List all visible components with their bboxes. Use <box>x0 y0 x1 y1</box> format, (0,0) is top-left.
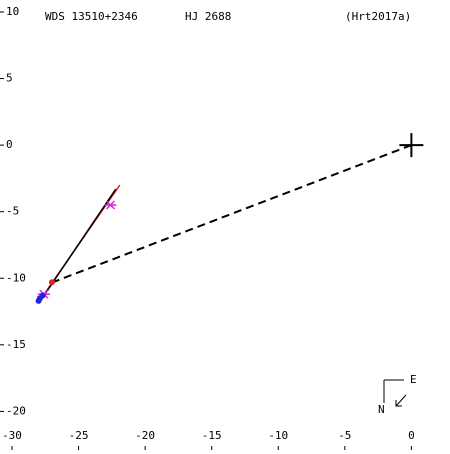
point <box>48 279 55 286</box>
compass-arrow <box>395 394 407 407</box>
y-tick-label: -5 <box>6 205 19 218</box>
primary-cross <box>399 133 424 158</box>
y-tick-label: -20 <box>6 404 26 417</box>
point <box>35 297 42 304</box>
x-tick-label: -20 <box>135 429 155 442</box>
x-tick-label: -15 <box>202 429 222 442</box>
point <box>39 292 46 299</box>
compass <box>383 379 407 407</box>
x-tick-label: -5 <box>338 429 351 442</box>
x-tick-label: -25 <box>69 429 89 442</box>
y-tick-label: 0 <box>6 138 13 151</box>
compass-arrowhead <box>395 400 402 407</box>
x-tick-label: -10 <box>268 429 288 442</box>
y-tick-label: 10 <box>6 5 19 18</box>
compass-n: N <box>378 403 385 416</box>
y-tick-label: 5 <box>6 72 13 85</box>
compass-e: E <box>410 373 417 386</box>
header-mid: HJ 2688 <box>185 10 231 23</box>
x-tick-label: -30 <box>2 429 22 442</box>
header-right: (Hrt2017a) <box>345 10 411 23</box>
header-left: WDS 13510+2346 <box>45 10 138 23</box>
star-point <box>104 200 117 210</box>
y-tick-label: -15 <box>6 338 26 351</box>
y-tick-label: -10 <box>6 271 26 284</box>
x-tick-label: 0 <box>408 429 415 442</box>
